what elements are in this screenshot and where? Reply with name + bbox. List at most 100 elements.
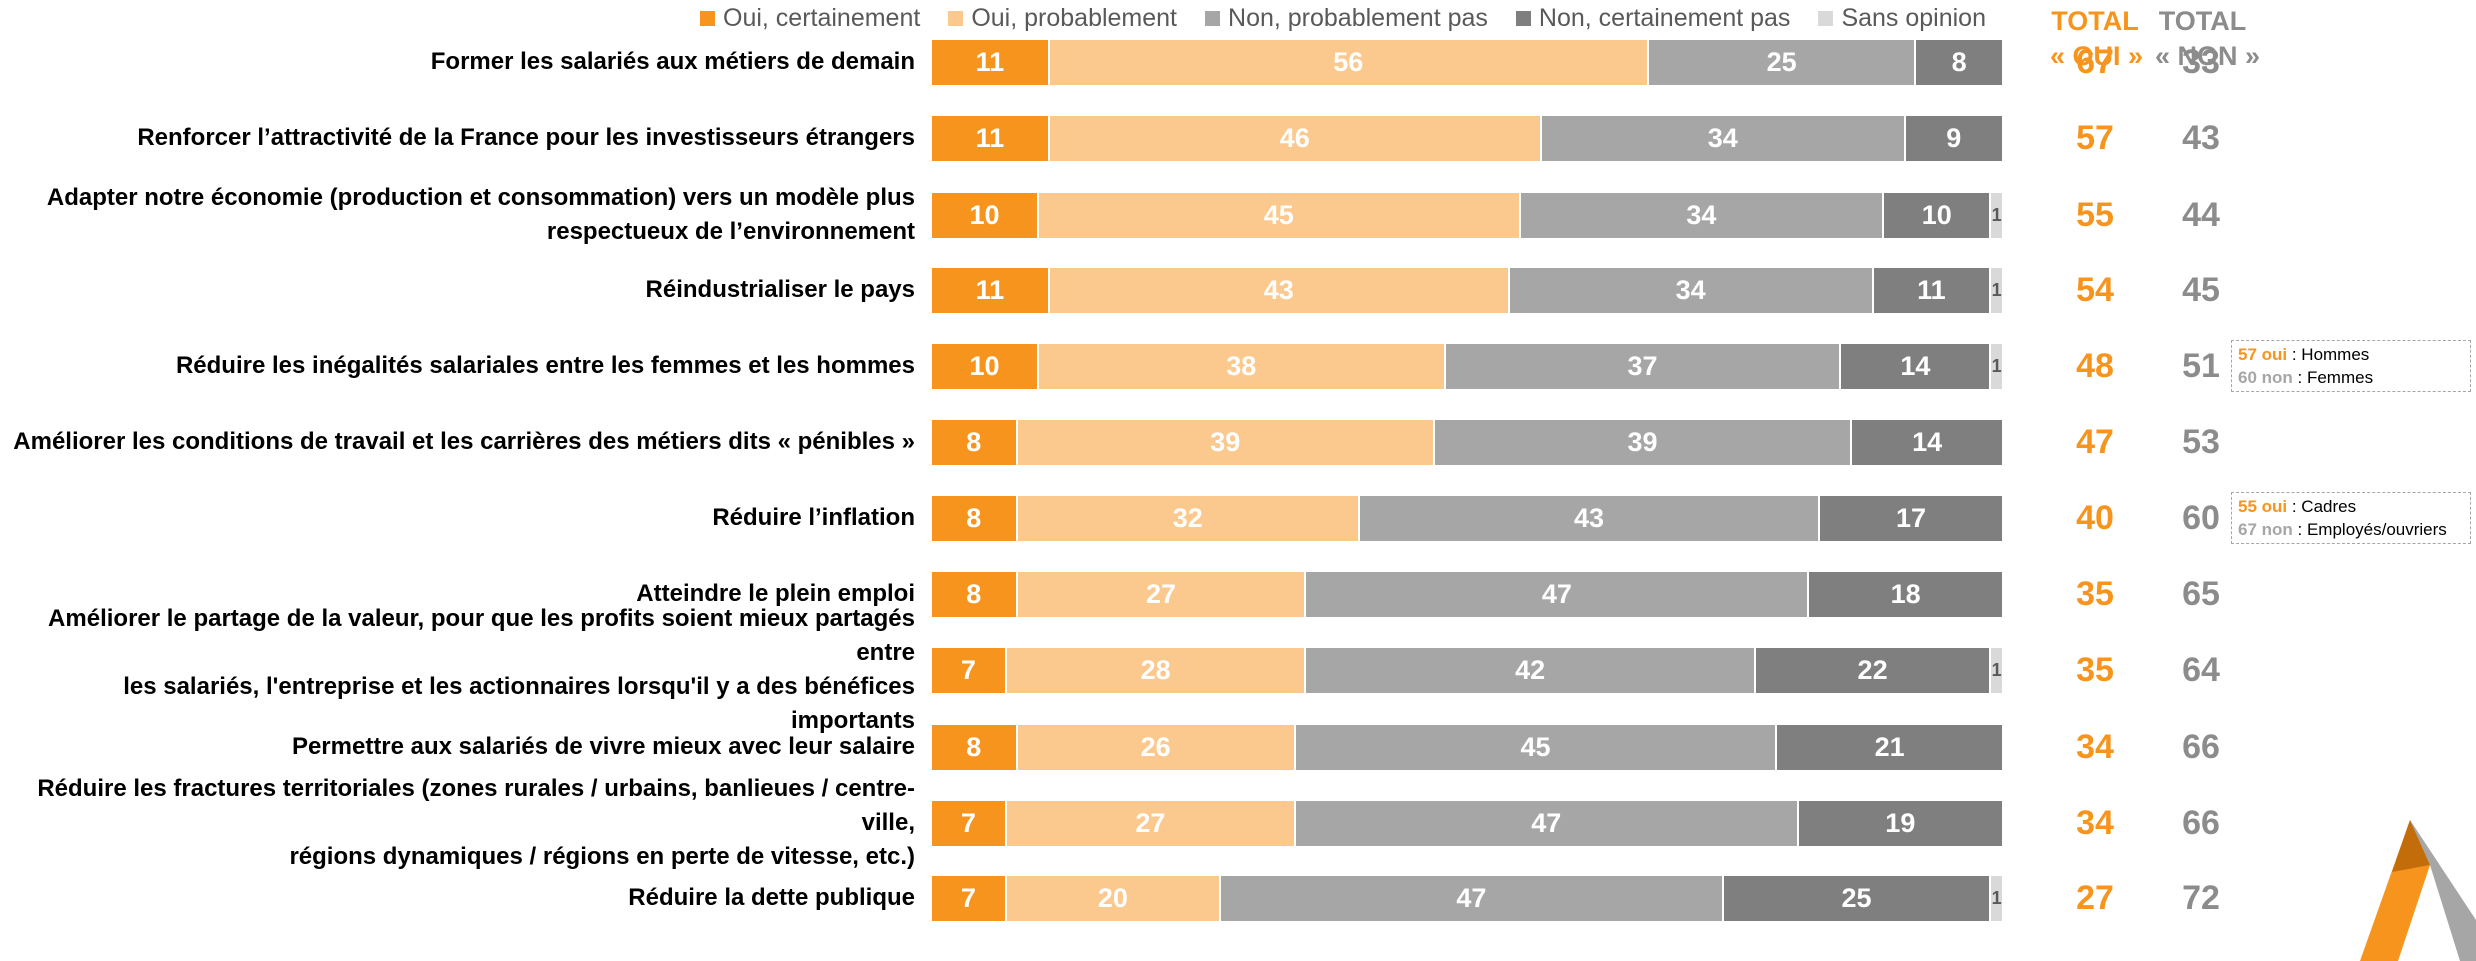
bar-segment-non-probablement-pas: 47 [1306, 572, 1810, 617]
bar-segment-non-probablement-pas: 34 [1509, 268, 1874, 313]
total-non-value: 45 [2182, 270, 2220, 309]
chart-row: Renforcer l’attractivité de la France po… [0, 103, 2476, 173]
bar-segment-oui-probablement: 39 [1017, 420, 1435, 465]
legend-item-oui-certainement: Oui, certainement [700, 4, 920, 33]
legend-swatch [700, 11, 715, 26]
bar-segment-non-probablement-pas: 39 [1434, 420, 1853, 465]
chart-row: Atteindre le plein emploi 8 27 47 18 35 65 [0, 559, 2476, 629]
bar-segment-oui-probablement: 43 [1049, 268, 1510, 313]
total-oui-value: 55 [2076, 195, 2114, 234]
stacked-bar: 8 26 45 21 [932, 725, 2002, 770]
bar-segment-non-certainement-pas: 22 [1755, 648, 1992, 693]
row-label-line: Réindustrialiser le pays [645, 276, 915, 303]
total-non-value: 66 [2182, 727, 2220, 766]
annotation-value: 60 non [2238, 368, 2293, 387]
chart-row: Former les salariés aux métiers de demai… [0, 27, 2476, 97]
row-label: Réduire la dette publique [0, 863, 915, 933]
bar-segment-non-certainement-pas: 10 [1884, 193, 1992, 238]
bar-segment-oui-certainement: 8 [932, 572, 1018, 617]
legend-swatch [948, 11, 964, 26]
bar-segment-non-certainement-pas: 25 [1723, 876, 1992, 921]
total-oui-header: TOTAL « OUI » [2050, 4, 2143, 74]
total-non-value: 44 [2182, 195, 2220, 234]
bar-segment-non-certainement-pas: 14 [1852, 420, 2002, 465]
annotation-value: 55 oui [2238, 497, 2288, 516]
bar-segment-non-probablement-pas: 25 [1648, 40, 1917, 85]
legend-item-oui-probablement: Oui, probablement [948, 4, 1177, 33]
total-non-value: 33 [2182, 42, 2220, 81]
total-oui-value: 27 [2076, 878, 2114, 917]
annotation-text: : Femmes [2292, 368, 2374, 387]
annotation-value: 57 oui [2238, 345, 2288, 364]
bar-segment-oui-probablement: 26 [1017, 725, 1296, 770]
annotation-text: : Employés/ouvriers [2292, 520, 2447, 539]
total-oui-value: 67 [2076, 42, 2114, 81]
annotation-line: 67 non : Employés/ouvriers [2238, 518, 2464, 541]
bar-segment-oui-certainement: 7 [932, 876, 1007, 921]
bar-segment-oui-probablement: 32 [1017, 496, 1360, 541]
row-label-line: Permettre aux salariés de vivre mieux av… [291, 733, 915, 760]
stacked-bar: 7 27 47 19 [932, 801, 2002, 846]
row-label: Permettre aux salariés de vivre mieux av… [0, 712, 915, 782]
total-non-header-line2: « NON » [2155, 41, 2261, 71]
bar-segment-non-probablement-pas: 47 [1220, 876, 1724, 921]
bar-segment-sans-opinion: 1 [1991, 268, 2002, 313]
row-label-line: Améliorer les conditions de travail et l… [13, 428, 915, 455]
total-oui-value: 34 [2076, 727, 2114, 766]
total-oui-value: 40 [2076, 498, 2114, 537]
bar-segment-sans-opinion: 1 [1991, 648, 2002, 693]
legend-label: Sans opinion [1841, 4, 1986, 32]
total-oui-value: 35 [2076, 574, 2114, 613]
total-non-value: 66 [2182, 803, 2220, 842]
total-non-value: 51 [2182, 346, 2220, 385]
bar-segment-oui-certainement: 11 [932, 40, 1050, 85]
row-label-line: Renforcer l’attractivité de la France po… [137, 124, 915, 151]
row-label-line: régions dynamiques / régions en perte de… [289, 843, 915, 870]
bar-segment-non-probablement-pas: 47 [1295, 801, 1799, 846]
row-label-line: Réduire les fractures territoriales (zon… [37, 775, 915, 836]
chart-row: Permettre aux salariés de vivre mieux av… [0, 712, 2476, 782]
total-non-value: 64 [2182, 650, 2220, 689]
row-label: Réindustrialiser le pays [0, 255, 915, 325]
stacked-bar: 10 38 37 14 1 [932, 344, 2002, 389]
chart-row: Réduire les fractures territoriales (zon… [0, 775, 2476, 870]
annotation-line: 57 oui : Hommes [2238, 343, 2464, 366]
total-non-value: 43 [2182, 118, 2220, 157]
chart-row: Adapter notre économie (production et co… [0, 180, 2476, 250]
row-label: Réduire les inégalités salariales entre … [0, 331, 915, 401]
total-oui-value: 34 [2076, 803, 2114, 842]
bar-segment-oui-certainement: 8 [932, 725, 1018, 770]
row-label: Adapter notre économie (production et co… [0, 180, 915, 250]
bar-segment-oui-probablement: 27 [1017, 572, 1307, 617]
bar-segment-oui-certainement: 10 [932, 193, 1039, 238]
legend-item-non-certainement-pas: Non, certainement pas [1515, 4, 1790, 33]
bar-segment-non-probablement-pas: 42 [1306, 648, 1756, 693]
total-non-value: 53 [2182, 422, 2220, 461]
annotation-value: 67 non [2238, 520, 2293, 539]
stacked-bar: 11 56 25 8 [932, 40, 2002, 85]
total-non-value: 60 [2182, 498, 2220, 537]
legend-label: Oui, probablement [971, 4, 1178, 32]
bar-segment-sans-opinion: 1 [1991, 193, 2002, 238]
bar-segment-oui-certainement: 11 [932, 268, 1050, 313]
row-label-line: Réduire les inégalités salariales entre … [175, 352, 915, 379]
stacked-bar: 10 45 34 10 1 [932, 193, 2002, 238]
total-non-value: 65 [2182, 574, 2220, 613]
row-label: Améliorer les conditions de travail et l… [0, 407, 915, 477]
bar-segment-non-probablement-pas: 37 [1445, 344, 1842, 389]
chart-row: Réduire la dette publique 7 20 47 25 1 27 72 [0, 863, 2476, 933]
stacked-bar: 8 27 47 18 [932, 572, 2002, 617]
bar-segment-oui-certainement: 7 [932, 648, 1007, 693]
chart-row: Améliorer les conditions de travail et l… [0, 407, 2476, 477]
chart-row: Réduire les inégalités salariales entre … [0, 331, 2476, 401]
bar-segment-non-probablement-pas: 34 [1520, 193, 1885, 238]
row-label: Atteindre le plein emploi [0, 559, 915, 629]
bar-segment-oui-probablement: 27 [1006, 801, 1296, 846]
bar-segment-non-certainement-pas: 18 [1809, 572, 2002, 617]
bar-segment-non-certainement-pas: 8 [1916, 40, 2002, 85]
bar-segment-oui-certainement: 11 [932, 116, 1050, 161]
bar-segment-oui-probablement: 38 [1039, 344, 1446, 389]
row-label-line: Atteindre le plein emploi [636, 580, 915, 607]
stacked-bar: 11 43 34 11 1 [932, 268, 2002, 313]
bar-segment-non-certainement-pas: 9 [1905, 116, 2002, 161]
